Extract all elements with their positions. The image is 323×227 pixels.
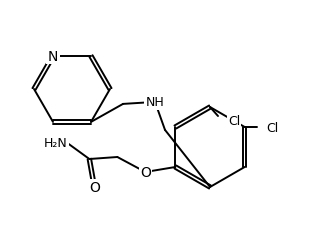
Text: N: N [48,50,58,64]
Text: O: O [140,165,151,179]
Text: Cl: Cl [228,115,240,128]
Text: H₂N: H₂N [44,137,68,150]
Text: NH: NH [146,96,164,109]
Text: Cl: Cl [267,121,279,134]
Text: O: O [89,180,100,194]
